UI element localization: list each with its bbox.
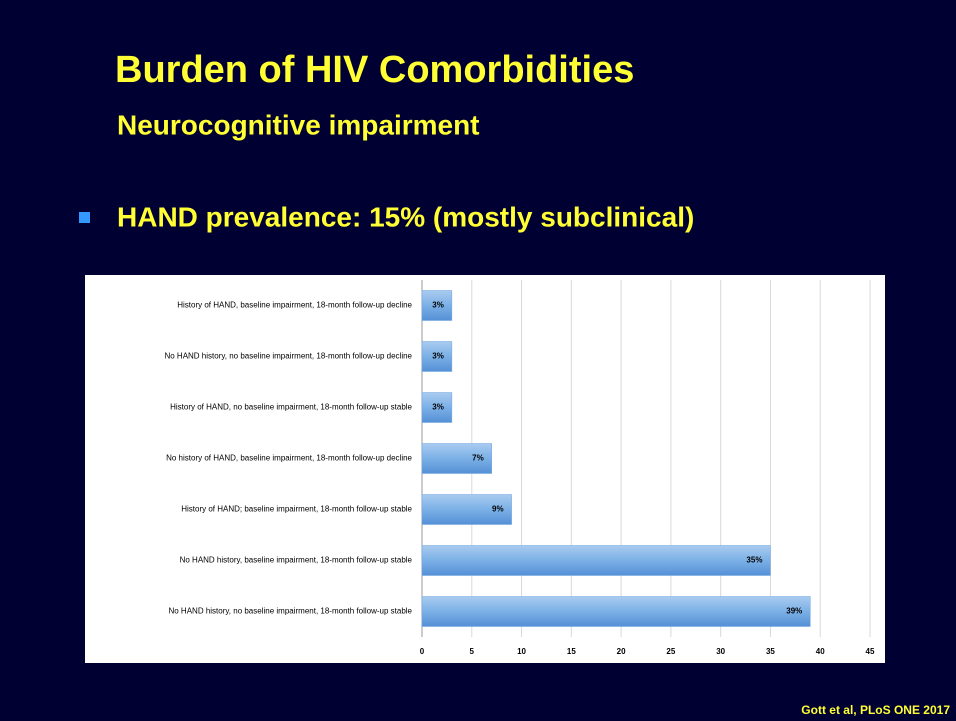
- slide-subtitle: Neurocognitive impairment: [117, 109, 480, 140]
- value-label: 9%: [492, 505, 504, 514]
- slide-title: Burden of HIV Comorbidities: [115, 49, 634, 91]
- y-tick-label: No HAND history, no baseline impairment,…: [168, 607, 412, 616]
- value-label: 7%: [472, 454, 484, 463]
- x-tick-label: 30: [716, 647, 725, 656]
- x-tick-label: 20: [617, 647, 626, 656]
- x-tick-label: 45: [866, 647, 875, 656]
- bar: [421, 596, 811, 627]
- bullet-text: HAND prevalence: 15% (mostly subclinical…: [117, 201, 694, 232]
- y-tick-label: History of HAND; baseline impairment, 18…: [181, 505, 412, 514]
- bullet-marker: [79, 212, 90, 223]
- x-tick-label: 15: [567, 647, 576, 656]
- x-tick-label: 10: [517, 647, 526, 656]
- bar: [421, 341, 453, 372]
- citation: Gott et al, PLoS ONE 2017: [801, 703, 950, 717]
- value-label: 3%: [432, 403, 444, 412]
- value-label: 3%: [432, 352, 444, 361]
- bar: [421, 443, 492, 474]
- chart: 0 5 10 15 20 25 30 35 40 45 History of HAND, basel…: [164, 280, 875, 656]
- y-tick-label: No HAND history, baseline impairment, 18…: [180, 556, 413, 565]
- value-label: 39%: [786, 607, 802, 616]
- x-tick-label: 35: [766, 647, 775, 656]
- value-label: 3%: [432, 301, 444, 310]
- x-tick-label: 25: [666, 647, 675, 656]
- x-tick-label: 5: [470, 647, 475, 656]
- y-tick-label: No history of HAND, baseline impairment,…: [166, 454, 412, 463]
- value-label: 35%: [746, 556, 762, 565]
- y-tick-label: History of HAND, baseline impairment, 18…: [177, 301, 412, 310]
- bar: [421, 290, 453, 321]
- y-tick-label: History of HAND, no baseline impairment,…: [170, 403, 412, 412]
- bar: [421, 392, 453, 423]
- bar: [421, 494, 512, 525]
- bar: [421, 545, 771, 576]
- x-tick-label: 0: [420, 647, 425, 656]
- y-tick-label: No HAND history, no baseline impairment,…: [164, 352, 412, 361]
- x-tick-label: 40: [816, 647, 825, 656]
